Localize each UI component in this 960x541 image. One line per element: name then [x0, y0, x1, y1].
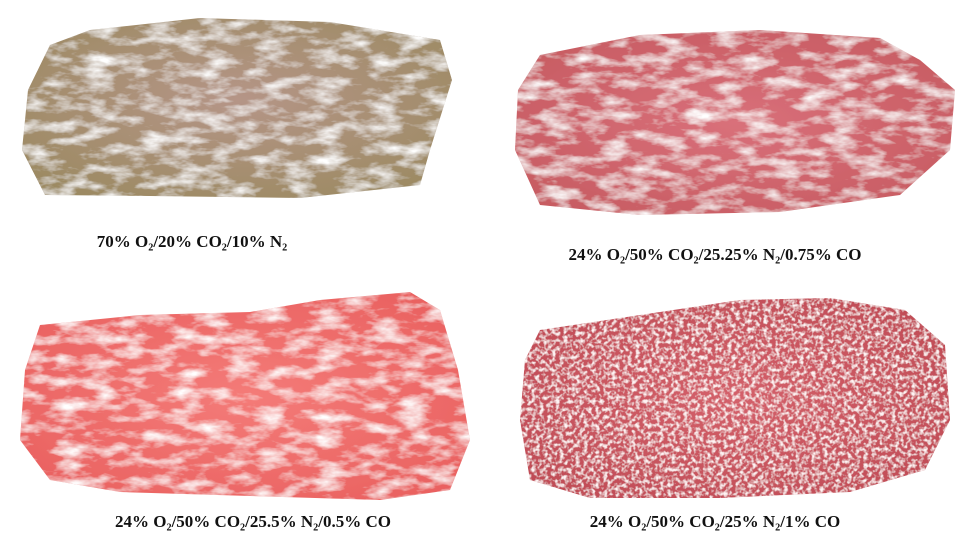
meat-sample	[20, 292, 470, 500]
caption: 24% O₂/50% CO₂/25% N₂/1% CO	[590, 512, 840, 531]
meat-sample	[515, 30, 955, 215]
meat-sample	[520, 298, 950, 498]
caption: 24% O₂/50% CO₂/25.25% N₂/0.75% CO	[569, 245, 862, 264]
caption: 70% O₂/20% CO₂/10% N₂	[97, 232, 288, 251]
caption: 24% O₂/50% CO₂/25.5% N₂/0.5% CO	[115, 512, 391, 531]
meat-sample	[22, 18, 452, 198]
